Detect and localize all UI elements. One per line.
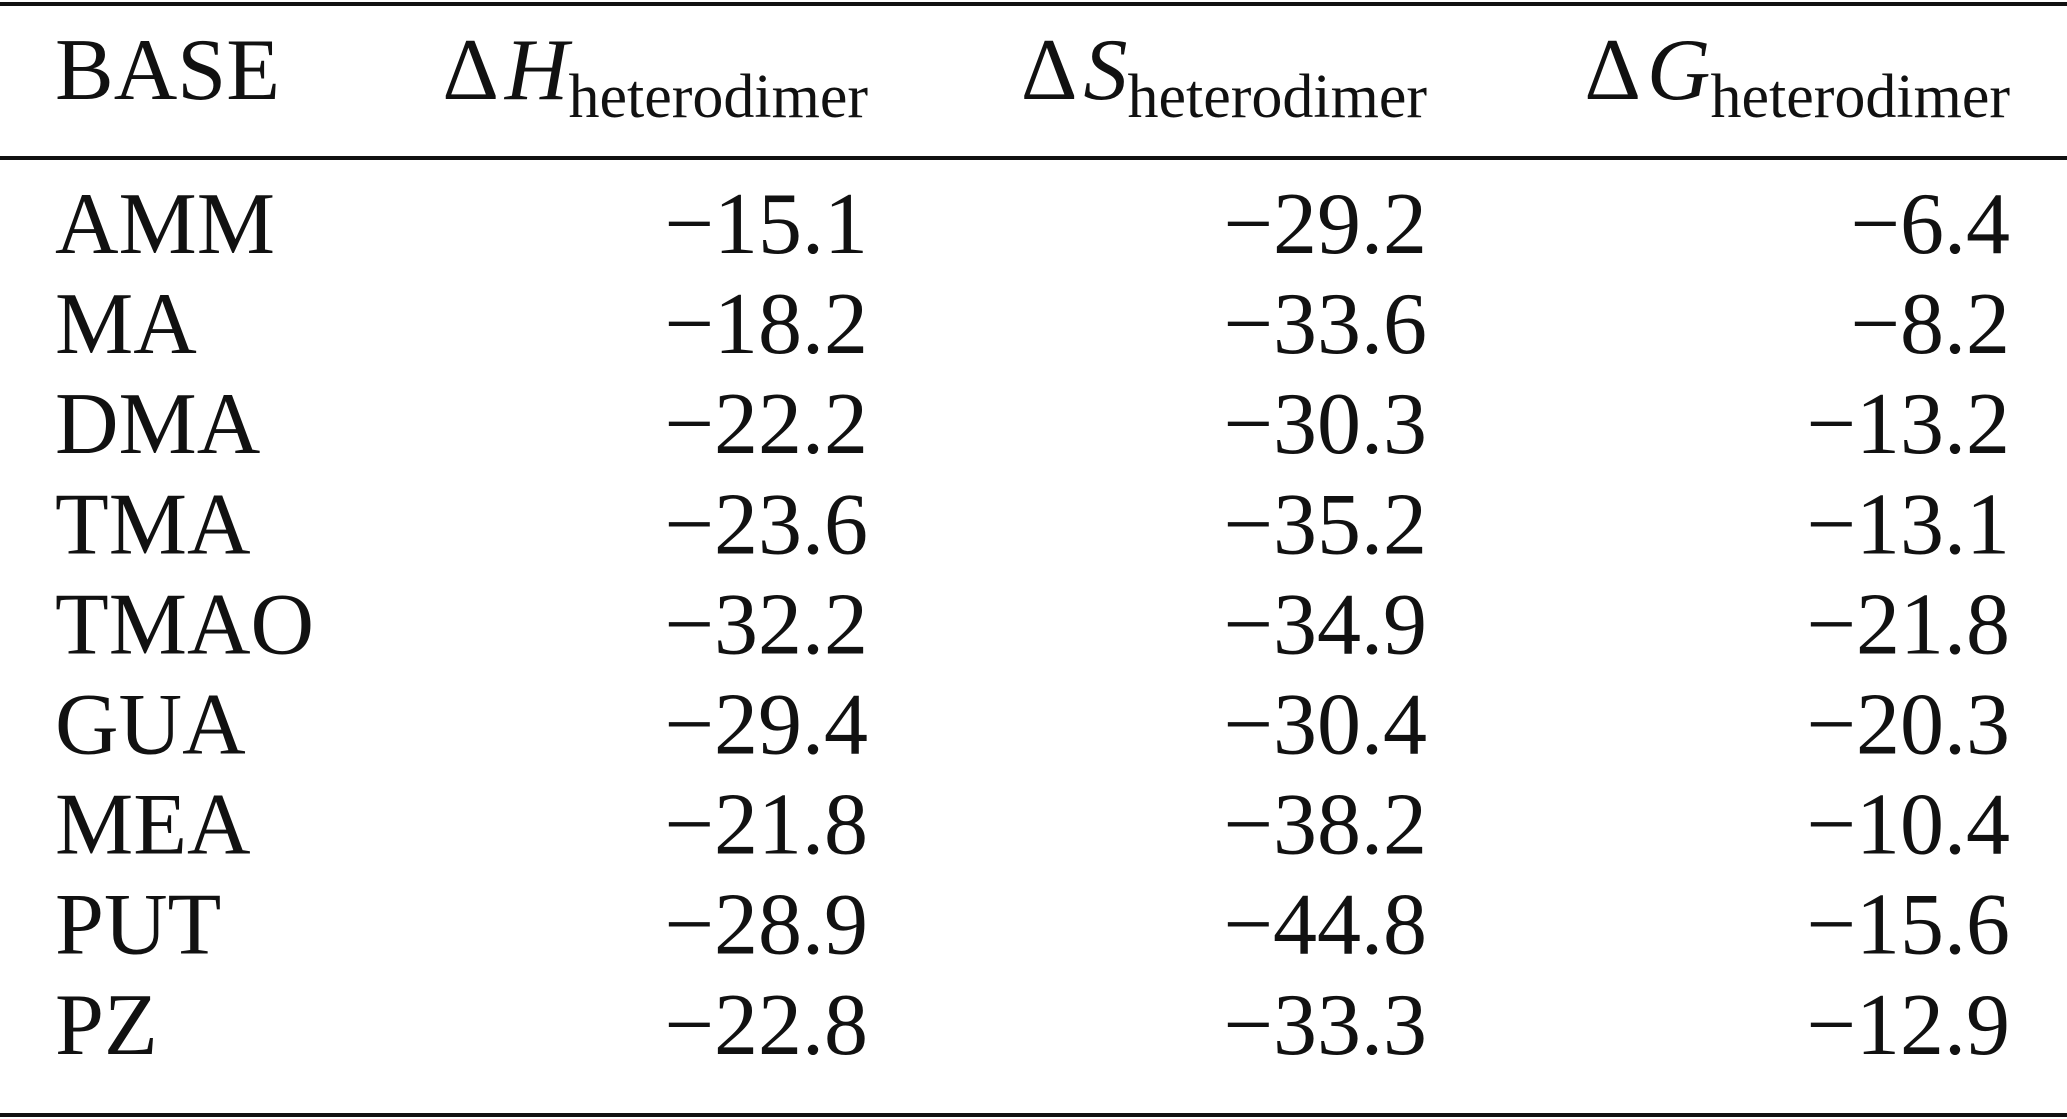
header-variable: H (504, 22, 573, 119)
cell-value: −6.4 (1850, 176, 2010, 273)
cell-value: −22.2 (664, 376, 868, 473)
cell-value: −22.8 (664, 977, 868, 1074)
cell-value: −13.2 (1806, 376, 2010, 473)
cell-value: −29.2 (1223, 176, 1427, 273)
cell-value: −12.9 (1806, 977, 2010, 1074)
cell-value: −8.2 (1850, 276, 2010, 373)
cell-value: −33.6 (1223, 276, 1427, 373)
row-label: MEA (55, 777, 251, 874)
row-label: PZ (55, 977, 158, 1074)
cell-value: −35.2 (1223, 476, 1427, 573)
cell-value: −18.2 (664, 276, 868, 373)
header-variable: G (1647, 22, 1711, 119)
cell-value: −13.1 (1806, 476, 2010, 573)
header-cell: ΔGheterodimer (1584, 22, 2010, 131)
cell-value: −23.6 (664, 476, 868, 573)
cell-value: −33.3 (1223, 977, 1427, 1074)
header-cell: BASE (55, 22, 280, 119)
header-cell: ΔSheterodimer (1021, 22, 1427, 131)
cell-value: −38.2 (1223, 777, 1427, 874)
header-subscript: heterodimer (1710, 63, 2010, 131)
header-subscript: heterodimer (1127, 63, 1427, 131)
cell-value: −29.4 (664, 677, 868, 774)
cell-value: −20.3 (1806, 677, 2010, 774)
cell-value: −28.9 (664, 877, 868, 974)
row-label: MA (55, 276, 197, 373)
cell-value: −30.4 (1223, 677, 1427, 774)
cell-value: −15.1 (664, 176, 868, 273)
header-subscript: heterodimer (568, 63, 868, 131)
row-label: PUT (55, 877, 221, 974)
row-label: TMA (55, 476, 251, 573)
header-symbol: Δ (1021, 22, 1078, 119)
header-variable: S (1083, 22, 1127, 119)
row-label: GUA (55, 677, 246, 774)
cell-value: −44.8 (1223, 877, 1427, 974)
cell-value: −30.3 (1223, 376, 1427, 473)
cell-value: −15.6 (1806, 877, 2010, 974)
header-cell: ΔHheterodimer (442, 22, 868, 131)
header-symbol: Δ (1584, 22, 1641, 119)
cell-value: −10.4 (1806, 777, 2010, 874)
header-symbol: Δ (442, 22, 499, 119)
cell-value: −34.9 (1223, 576, 1427, 673)
cell-value: −21.8 (1806, 576, 2010, 673)
cell-value: −32.2 (664, 576, 868, 673)
cell-value: −21.8 (664, 777, 868, 874)
row-label: AMM (55, 176, 275, 273)
row-label: DMA (55, 376, 260, 473)
row-label: TMAO (55, 576, 314, 673)
